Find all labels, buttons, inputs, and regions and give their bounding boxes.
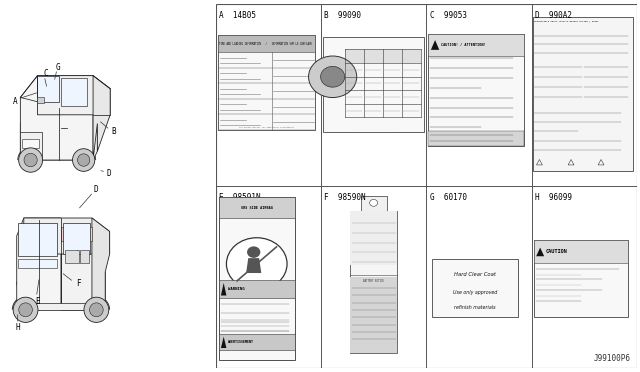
Bar [219,280,294,298]
Bar [219,197,294,218]
Bar [345,49,420,63]
Circle shape [247,246,260,258]
Text: D: D [93,186,98,195]
Polygon shape [17,218,61,310]
Text: G  60170: G 60170 [429,193,467,202]
Circle shape [13,297,38,323]
Polygon shape [81,250,90,263]
Bar [219,197,294,360]
Bar [428,131,524,146]
Text: A  14B05: A 14B05 [219,11,256,20]
Text: BATTERY NOTICE: BATTERY NOTICE [363,279,384,283]
Polygon shape [221,337,227,348]
Text: PERMISSIBLE GROSS VEHICLE WEIGHT RATING / POIDS: PERMISSIBLE GROSS VEHICLE WEIGHT RATING … [534,20,599,22]
Text: WARNING: WARNING [228,287,244,291]
Bar [350,211,397,353]
Circle shape [24,153,37,167]
Text: H  96099: H 96099 [535,193,572,202]
Circle shape [90,303,103,317]
Text: C  99053: C 99053 [429,11,467,20]
Polygon shape [20,132,42,160]
Polygon shape [19,222,56,256]
Text: A: A [13,96,17,106]
Bar [428,33,524,146]
Bar [350,276,397,353]
Text: - - - - - - - - - - - - - - - - -: - - - - - - - - - - - - - - - - - [353,129,394,130]
Bar [218,35,315,130]
Polygon shape [221,283,227,295]
Circle shape [77,154,90,166]
Text: E  98591N: E 98591N [219,193,260,202]
Polygon shape [93,76,110,160]
Polygon shape [22,139,39,148]
Text: H: H [16,324,20,333]
Text: B: B [111,128,116,137]
Text: F: F [76,279,81,289]
Bar [431,259,518,317]
Polygon shape [20,124,97,160]
Bar [350,211,397,265]
Circle shape [227,238,287,290]
Text: CAUTION: CAUTION [546,249,568,254]
Bar [360,196,387,211]
Circle shape [370,199,378,206]
Polygon shape [431,40,439,50]
Text: F  98590N: F 98590N [324,193,366,202]
Polygon shape [536,247,544,256]
Text: B  99090: B 99090 [324,11,362,20]
Bar [428,33,524,56]
Polygon shape [38,76,59,102]
Text: J99100P6: J99100P6 [593,354,630,363]
Circle shape [321,67,345,87]
Circle shape [84,297,109,323]
Bar [323,37,424,132]
Polygon shape [65,250,79,263]
Text: Hard Clear Coat: Hard Clear Coat [454,272,495,278]
Text: E: E [35,298,40,307]
Polygon shape [17,302,105,310]
Text: D: D [106,170,111,179]
Polygon shape [38,97,44,103]
Text: Use only approved: Use only approved [452,290,497,295]
Polygon shape [246,258,261,273]
Text: refinish materials: refinish materials [454,305,495,311]
Bar [534,240,628,317]
Polygon shape [17,272,105,310]
Text: TIRE AND LOADING INFORMATION   /   INFORMATION SUR LE GONFLAGE: TIRE AND LOADING INFORMATION / INFORMATI… [220,42,312,46]
Polygon shape [61,218,92,310]
Text: CAUTION! / ATTENTION!: CAUTION! / ATTENTION! [441,43,486,47]
Circle shape [19,303,33,317]
Circle shape [72,149,95,171]
Polygon shape [20,76,93,160]
Polygon shape [90,227,92,241]
Polygon shape [61,78,87,106]
Polygon shape [24,218,109,254]
Polygon shape [19,259,56,267]
Text: G: G [56,62,61,71]
Text: D  990A2: D 990A2 [535,11,572,20]
Text: SRS SIDE AIRBAG: SRS SIDE AIRBAG [241,205,273,209]
Text: AVERTISSEMENT: AVERTISSEMENT [228,340,254,344]
Text: See owners manual for additional information: See owners manual for additional informa… [239,126,294,128]
Polygon shape [63,222,90,254]
Text: C: C [44,70,48,78]
Bar [218,35,315,52]
Bar [533,17,633,171]
Bar [219,334,294,350]
Polygon shape [38,76,110,115]
Circle shape [308,56,356,97]
Circle shape [19,148,43,172]
Bar [534,240,628,263]
Polygon shape [92,218,109,310]
Polygon shape [61,227,63,241]
